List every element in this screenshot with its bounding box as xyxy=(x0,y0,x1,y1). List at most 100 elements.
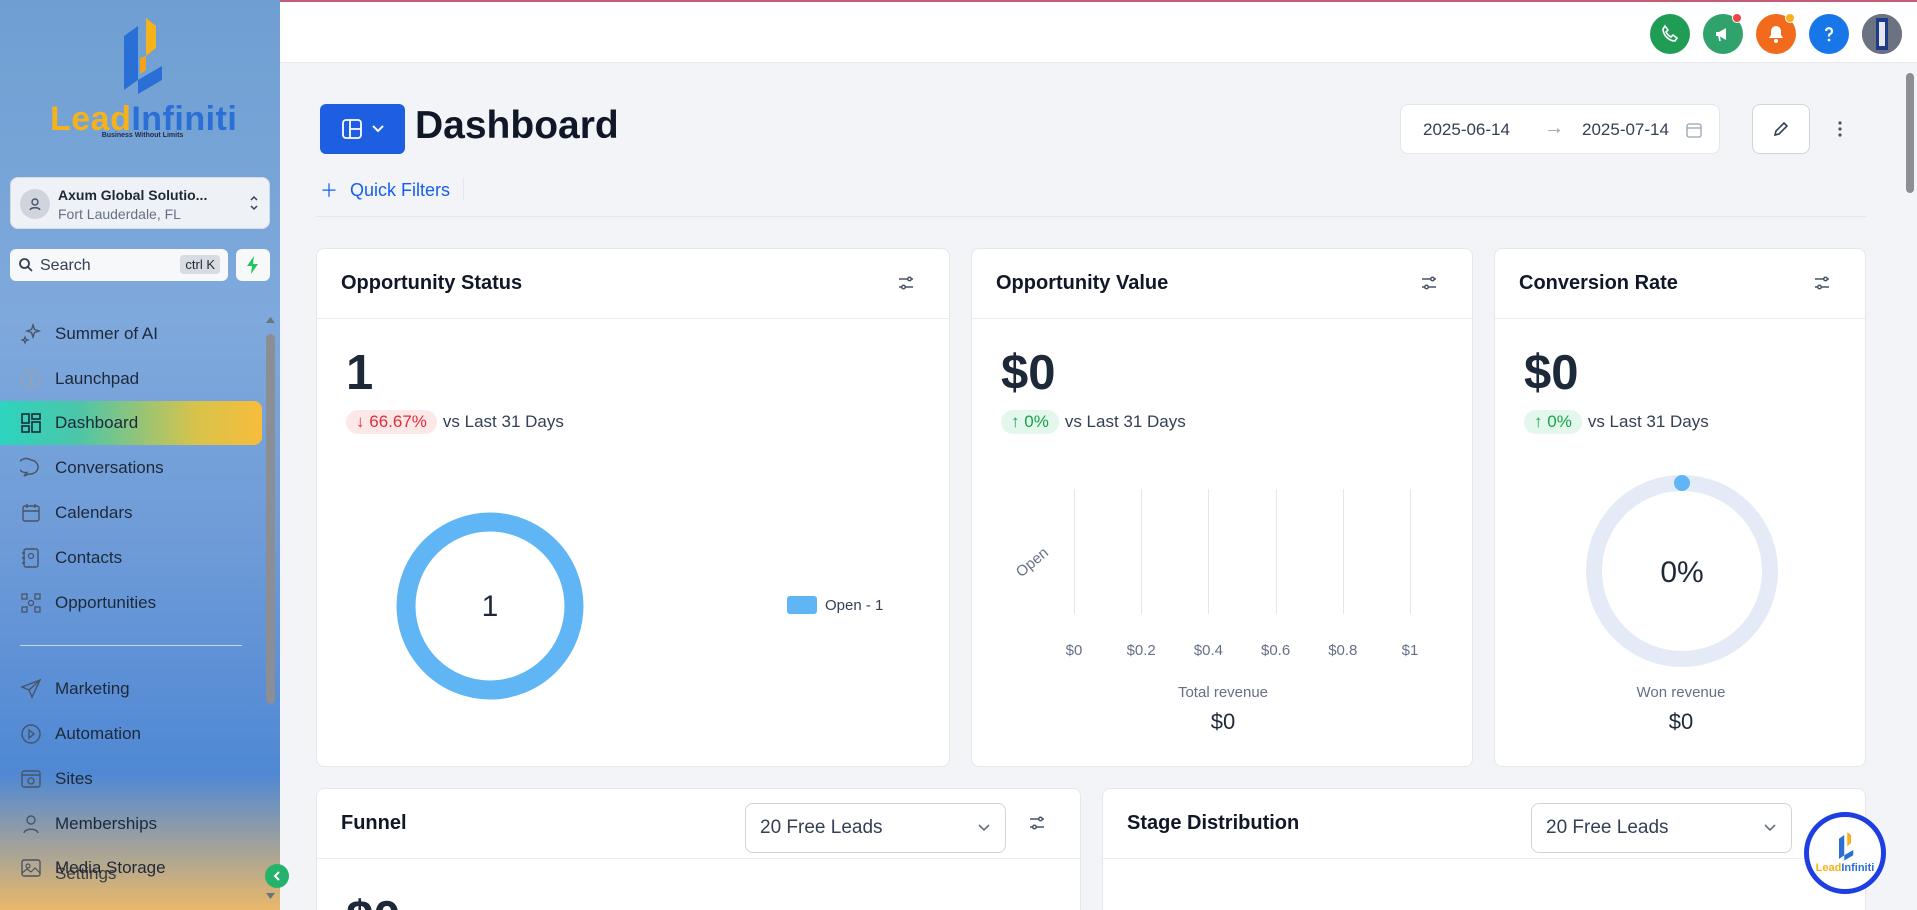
automation-icon xyxy=(21,724,41,744)
sidebar-item-label: Marketing xyxy=(55,679,130,698)
sidebar-item-calendars[interactable]: Calendars xyxy=(0,491,262,535)
sidebar-item-label: Dashboard xyxy=(55,413,139,432)
stage-distribution-card: Stage Distribution 20 Free Leads xyxy=(1102,788,1866,910)
donut-slice-open[interactable] xyxy=(396,512,584,700)
search-placeholder: Search xyxy=(40,257,91,274)
chevron-down-icon xyxy=(978,824,990,832)
filter-settings-icon[interactable] xyxy=(897,274,915,292)
arrow-right-icon: → xyxy=(1544,117,1564,139)
quick-filters-button[interactable]: ＋ Quick Filters xyxy=(320,177,450,203)
metric-change: ↓ 66.67% vs Last 31 Days xyxy=(346,410,564,434)
sidebar-item-conversations[interactable]: Conversations xyxy=(0,446,262,490)
kebab-menu-icon xyxy=(1838,121,1842,137)
card-title: Conversion Rate xyxy=(1519,272,1678,294)
sidebar-item-label: Calendars xyxy=(55,503,133,522)
pencil-icon xyxy=(1773,121,1789,137)
announcements-button[interactable] xyxy=(1703,13,1743,54)
gauge-center-label: 0% xyxy=(1660,556,1703,589)
plus-icon: ＋ xyxy=(320,181,338,201)
date-end: 2025-07-14 xyxy=(1582,120,1669,139)
grid-icon xyxy=(21,413,41,433)
date-start: 2025-06-14 xyxy=(1423,120,1510,139)
sidebar-item-contacts[interactable]: Contacts xyxy=(0,536,262,580)
dashboard-switcher-button[interactable] xyxy=(320,104,405,154)
account-switcher[interactable]: Axum Global Solutio... Fort Lauderdale, … xyxy=(10,177,270,229)
sidebar-item-label: Contacts xyxy=(55,548,123,567)
card-header: Opportunity Status xyxy=(317,249,949,319)
help-button[interactable] xyxy=(1809,14,1849,54)
topbar xyxy=(280,0,1917,63)
comparison-label: vs Last 31 Days xyxy=(1064,412,1186,431)
sidebar-item-label: Settings xyxy=(55,864,117,883)
scroll-down-icon xyxy=(266,893,275,899)
header-divider xyxy=(316,216,1866,217)
card-header: Conversion Rate xyxy=(1495,249,1865,319)
phone-button[interactable] xyxy=(1650,14,1690,54)
x-tick-label: $1 xyxy=(1401,642,1419,659)
card-header: Opportunity Value xyxy=(972,249,1472,319)
date-range-picker[interactable]: 2025-06-14 → 2025-07-14 xyxy=(1400,104,1720,154)
chat-icon xyxy=(20,457,39,477)
user-icon xyxy=(29,198,41,211)
phone-icon xyxy=(1662,24,1679,42)
quick-action-button[interactable] xyxy=(236,249,270,281)
won-revenue-value: $0 xyxy=(1668,709,1694,734)
sidebar: LeadInfiniti Business Without Limits Axu… xyxy=(0,0,280,910)
sidebar-item-sites[interactable]: Sites xyxy=(0,757,262,801)
filter-settings-icon[interactable] xyxy=(1028,814,1046,832)
lightning-icon xyxy=(247,256,258,274)
sidebar-item-summer-of-ai[interactable]: Summer of AI xyxy=(0,312,262,356)
funnel-card: Funnel 20 Free Leads $0 xyxy=(316,788,1081,910)
user-avatar-button[interactable] xyxy=(1862,14,1902,54)
more-options-button[interactable] xyxy=(1830,112,1850,146)
calendar-icon xyxy=(22,504,40,522)
sidebar-scrollbar[interactable] xyxy=(263,312,278,902)
page-scroll-thumb[interactable] xyxy=(1906,73,1914,193)
pipeline-select[interactable]: 20 Free Leads xyxy=(1531,803,1792,853)
sidebar-item-settings[interactable]: Settings xyxy=(0,852,262,896)
gauge-marker[interactable] xyxy=(1674,475,1690,491)
sidebar-item-media-storage[interactable]: Media Storage xyxy=(0,846,262,890)
sidebar-item-opportunities[interactable]: Opportunities xyxy=(0,581,262,625)
search-input[interactable]: Search ctrl K xyxy=(10,249,228,281)
pipeline-select-value: 20 Free Leads xyxy=(760,817,883,838)
page-scrollbar[interactable] xyxy=(1903,63,1917,910)
sidebar-item-dashboard[interactable]: Dashboard xyxy=(0,401,262,445)
card-title: Stage Distribution xyxy=(1127,812,1300,834)
card-header: Stage Distribution 20 Free Leads xyxy=(1103,789,1865,859)
comparison-label: vs Last 31 Days xyxy=(1587,412,1709,431)
pipeline-select[interactable]: 20 Free Leads xyxy=(745,803,1006,853)
filter-divider xyxy=(463,178,464,200)
value-bar-chart: $0 $0.2 $0.4 $0.6 $0.8 $1 Open xyxy=(972,249,1472,766)
gridline xyxy=(1342,489,1344,614)
sidebar-scroll-thumb[interactable] xyxy=(266,334,275,704)
chat-widget-button[interactable]: LeadInfiniti xyxy=(1804,812,1886,894)
x-tick-label: $0.2 xyxy=(1126,642,1156,659)
sidebar-item-automation[interactable]: Automation xyxy=(0,712,262,756)
scroll-up-icon xyxy=(266,317,275,323)
layout-icon xyxy=(341,119,362,139)
chevron-left-icon xyxy=(273,871,280,881)
leadinfiniti-logo[interactable]: LeadInfiniti Business Without Limits xyxy=(50,18,237,143)
chart-legend[interactable]: Open - 1 xyxy=(787,596,883,614)
account-avatar xyxy=(20,189,50,219)
metric-change: ↑ 0% vs Last 31 Days xyxy=(1001,410,1186,434)
metric-value: 1 xyxy=(346,346,374,400)
page-title: Dashboard xyxy=(415,104,619,147)
collapse-sidebar-button[interactable] xyxy=(265,864,289,888)
search-shortcut: ctrl K xyxy=(180,255,220,274)
gridline xyxy=(1275,489,1277,614)
won-revenue-label: Won revenue xyxy=(1636,684,1726,701)
sidebar-item-launchpad[interactable]: Launchpad xyxy=(0,357,262,401)
sidebar-item-memberships[interactable]: Memberships xyxy=(0,802,262,846)
send-icon xyxy=(20,678,42,699)
card-header: Funnel 20 Free Leads xyxy=(317,789,1080,859)
filter-settings-icon[interactable] xyxy=(1813,274,1831,292)
metric-value: $0 xyxy=(1001,346,1056,400)
edit-dashboard-button[interactable] xyxy=(1752,104,1810,154)
notifications-button[interactable] xyxy=(1756,13,1796,54)
filter-settings-icon[interactable] xyxy=(1420,274,1438,292)
x-tick-label: $0 xyxy=(1065,642,1083,659)
change-badge: ↑ 0% xyxy=(1001,410,1059,434)
sidebar-item-marketing[interactable]: Marketing xyxy=(0,667,262,711)
